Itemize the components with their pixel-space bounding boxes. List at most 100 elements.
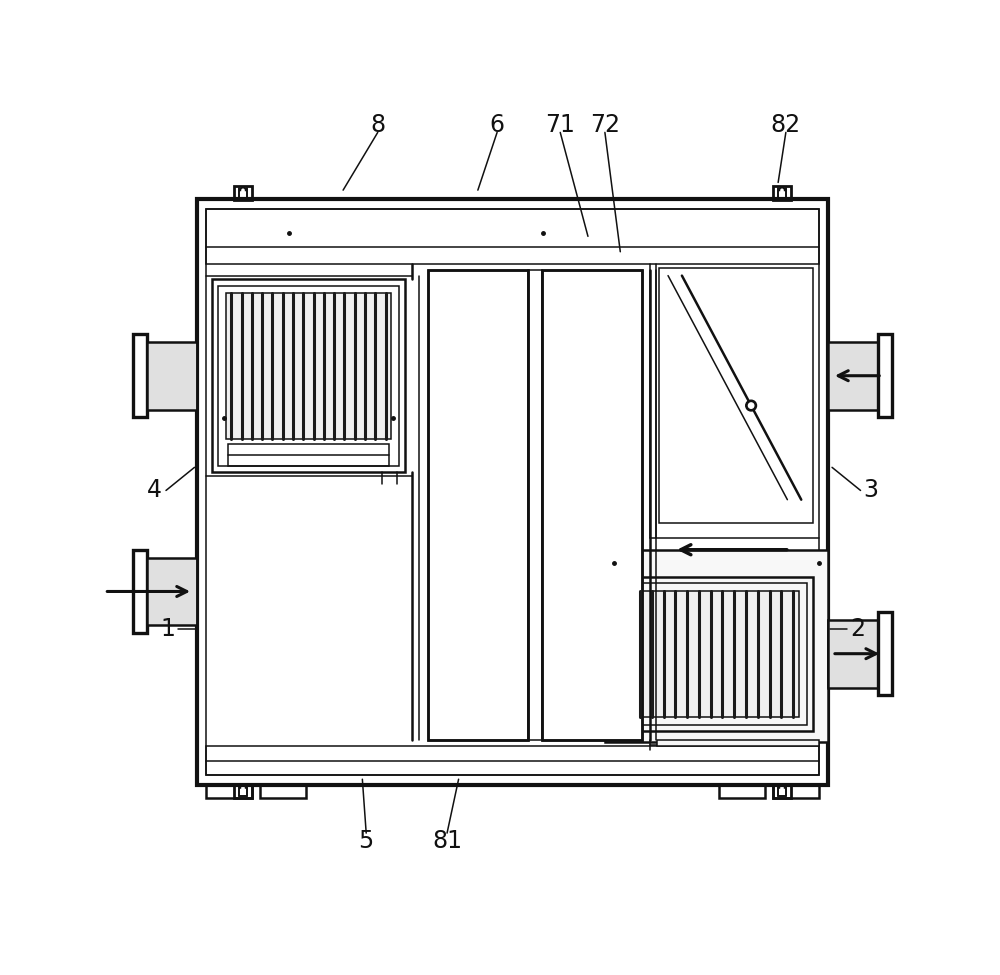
Bar — [657, 740, 819, 746]
Bar — [206, 209, 819, 775]
Bar — [543, 633, 640, 640]
Bar — [543, 689, 640, 695]
Text: 82: 82 — [771, 113, 801, 136]
Bar — [543, 297, 640, 304]
Bar — [429, 522, 526, 527]
Bar — [429, 722, 526, 728]
Bar — [218, 286, 399, 466]
Bar — [429, 432, 526, 438]
Bar — [428, 270, 528, 740]
Bar — [429, 320, 526, 327]
Bar — [429, 420, 526, 427]
Bar — [429, 600, 526, 605]
Bar — [659, 268, 813, 523]
Bar — [543, 432, 640, 438]
Bar — [719, 785, 765, 799]
Bar — [543, 387, 640, 393]
Bar — [147, 558, 197, 625]
Bar — [429, 532, 526, 538]
Bar — [543, 566, 640, 572]
Bar — [429, 667, 526, 673]
Bar — [206, 746, 819, 775]
Bar — [212, 280, 405, 472]
Bar — [773, 784, 791, 798]
Bar — [543, 342, 640, 348]
Bar — [429, 354, 526, 360]
Bar — [429, 644, 526, 650]
Bar — [429, 655, 526, 662]
Bar — [543, 734, 640, 740]
Bar — [605, 550, 828, 742]
Bar — [828, 342, 878, 410]
Bar — [878, 334, 892, 417]
Bar — [429, 275, 526, 282]
Circle shape — [746, 400, 757, 411]
Bar — [429, 622, 526, 628]
Bar — [206, 785, 252, 799]
Bar — [429, 454, 526, 460]
Bar — [429, 410, 526, 415]
Text: 72: 72 — [590, 113, 620, 136]
Bar — [543, 309, 640, 315]
Bar — [147, 342, 197, 410]
Bar — [543, 700, 640, 706]
Bar — [878, 612, 892, 695]
Text: 3: 3 — [863, 479, 878, 502]
Bar — [226, 293, 391, 439]
Bar — [429, 577, 526, 583]
Bar — [543, 398, 640, 405]
Bar — [543, 667, 640, 673]
Bar — [429, 689, 526, 695]
Bar — [543, 410, 640, 415]
Text: 2: 2 — [850, 617, 865, 641]
Bar — [429, 734, 526, 740]
Text: 1: 1 — [160, 617, 175, 641]
Bar — [429, 610, 526, 617]
Text: 4: 4 — [147, 479, 162, 502]
Bar — [543, 465, 640, 472]
Bar — [234, 784, 252, 798]
Bar — [543, 577, 640, 583]
Bar — [543, 488, 640, 494]
Bar — [429, 588, 526, 595]
Bar — [429, 712, 526, 718]
Bar — [626, 583, 807, 724]
Bar — [543, 610, 640, 617]
Bar — [543, 655, 640, 662]
Bar — [429, 398, 526, 405]
Bar — [543, 644, 640, 650]
Bar — [429, 488, 526, 494]
Text: 5: 5 — [359, 829, 374, 853]
Bar — [429, 376, 526, 382]
Bar — [429, 342, 526, 348]
Bar — [133, 550, 147, 633]
Bar — [197, 200, 828, 785]
Text: 8: 8 — [370, 113, 385, 136]
Bar — [543, 376, 640, 382]
Bar — [429, 555, 526, 561]
Bar — [429, 510, 526, 517]
Bar — [543, 532, 640, 538]
Bar — [228, 445, 389, 466]
Bar — [543, 622, 640, 628]
Bar — [260, 785, 306, 799]
Bar — [429, 477, 526, 483]
Bar — [543, 320, 640, 327]
Bar — [543, 365, 640, 370]
Bar — [543, 522, 640, 527]
Bar — [543, 275, 640, 282]
Bar — [543, 420, 640, 427]
Bar — [429, 387, 526, 393]
Bar — [542, 270, 642, 740]
Bar — [543, 510, 640, 517]
Bar — [133, 334, 147, 417]
Bar — [543, 354, 640, 360]
Bar — [528, 270, 542, 740]
Bar — [543, 600, 640, 605]
Bar — [543, 454, 640, 460]
Bar — [543, 678, 640, 684]
Bar — [773, 186, 791, 200]
Bar — [620, 576, 813, 730]
Circle shape — [748, 403, 754, 409]
Bar — [429, 309, 526, 315]
